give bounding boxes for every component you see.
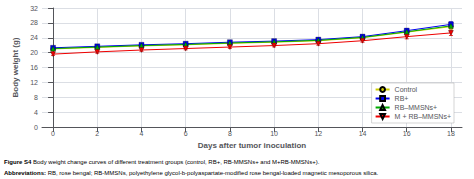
svg-text:RB+: RB+ [395, 95, 409, 102]
svg-text:Body weight change curves of d: Body weight change curves of different t… [31, 159, 319, 165]
svg-text:12: 12 [30, 79, 38, 86]
svg-text:4: 4 [34, 109, 38, 116]
svg-text:Days after tumor inoculation: Days after tumor inoculation [198, 141, 307, 150]
svg-text:Figure S4: Figure S4 [4, 159, 32, 165]
svg-text:16: 16 [403, 130, 411, 137]
svg-text:14: 14 [359, 130, 367, 137]
svg-text:4: 4 [140, 130, 144, 137]
svg-text:12: 12 [314, 130, 322, 137]
svg-text:18: 18 [447, 130, 455, 137]
svg-text:0: 0 [34, 124, 38, 131]
svg-text:RB, rose bengal; RB-MMSNs, pol: RB, rose bengal; RB-MMSNs, polyethylene … [46, 170, 378, 176]
svg-text:M + RB–MMSNs+: M + RB–MMSNs+ [395, 113, 451, 120]
svg-text:8: 8 [228, 130, 232, 137]
svg-text:2: 2 [95, 130, 99, 137]
svg-text:32: 32 [30, 5, 38, 12]
svg-text:RB–MMSNs+: RB–MMSNs+ [395, 104, 438, 111]
svg-text:28: 28 [30, 19, 38, 26]
svg-text:Body weight (g): Body weight (g) [11, 37, 20, 97]
svg-text:16: 16 [30, 64, 38, 71]
svg-text:Control: Control [395, 86, 418, 93]
svg-text:8: 8 [34, 94, 38, 101]
svg-text:24: 24 [30, 34, 38, 41]
svg-text:10: 10 [270, 130, 278, 137]
svg-text:0: 0 [51, 130, 55, 137]
svg-text:Abbreviations:: Abbreviations: [4, 170, 46, 176]
svg-text:6: 6 [184, 130, 188, 137]
svg-text:20: 20 [30, 49, 38, 56]
